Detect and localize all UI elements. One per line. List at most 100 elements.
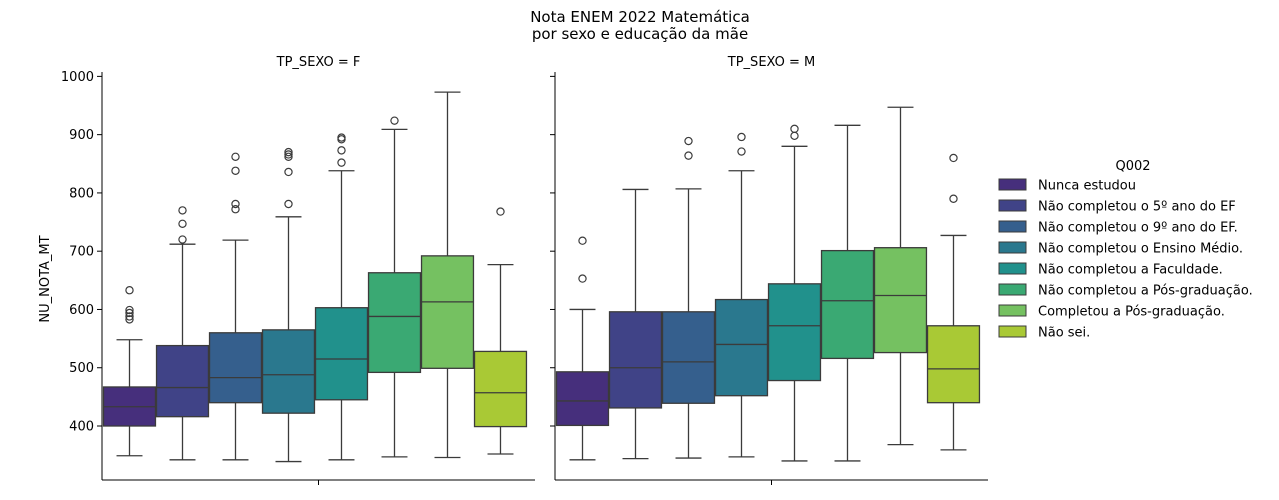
outlier-point (496, 207, 505, 216)
outlier-point (949, 153, 958, 163)
outlier-point (178, 206, 187, 215)
box-iqr (208, 332, 263, 404)
legend-label: Não completou o Ensino Médio. (1038, 242, 1243, 257)
legend-swatch (998, 178, 1027, 191)
outlier-point (178, 219, 187, 229)
panel-m: TP_SEXO = M (550, 55, 988, 485)
box-3 (208, 152, 263, 461)
panel-title: TP_SEXO = M (727, 55, 815, 70)
y-axis-label: NU_NOTA_MT (38, 235, 53, 322)
box-iqr (926, 325, 981, 404)
outlier-point (284, 199, 293, 209)
outlier-point (578, 236, 587, 245)
legend-swatch (998, 220, 1027, 233)
y-tick-label: 900 (69, 128, 94, 143)
outlier-point (684, 151, 693, 160)
legend-item: Não completou o 5º ano do EF (998, 199, 1236, 215)
outlier-point (737, 132, 746, 142)
legend-label: Nunca estudou (1038, 179, 1136, 194)
outlier-point (337, 133, 346, 142)
figure-title-line1: Nota ENEM 2022 Matemática (530, 8, 750, 26)
box-1 (555, 236, 610, 461)
y-tick-label: 800 (69, 186, 94, 201)
legend-title: Q002 (1115, 159, 1150, 174)
legend-item: Não completou a Pós-graduação. (998, 283, 1253, 299)
outlier-point (578, 274, 587, 283)
panel-title: TP_SEXO = F (276, 55, 361, 70)
box-iqr (714, 298, 769, 397)
box-iqr (261, 329, 316, 414)
box-iqr (767, 283, 822, 382)
y-tick-label: 500 (69, 361, 94, 376)
outlier-point (178, 235, 187, 244)
y-tick-label: 600 (69, 303, 94, 318)
box-iqr (873, 247, 928, 354)
legend: Q002 Nunca estudou Não completou o 5º ano … (998, 159, 1253, 341)
legend-label: Não completou a Faculdade. (1038, 263, 1223, 278)
box-8 (473, 207, 528, 455)
box-iqr (608, 311, 663, 409)
box-7 (420, 91, 475, 459)
outlier-point (231, 166, 240, 175)
y-tick-label: 1000 (61, 70, 94, 85)
box-6 (367, 116, 422, 458)
box-4 (714, 132, 769, 458)
box-2 (608, 188, 663, 460)
outlier-point (790, 124, 799, 134)
legend-swatch (998, 325, 1027, 338)
y-tick-label: 700 (69, 245, 94, 260)
box-iqr (314, 307, 369, 401)
legend-item: Nunca estudou (998, 178, 1136, 194)
outlier-point (125, 315, 134, 324)
outlier-point (231, 152, 240, 161)
legend-label: Não completou o 9º ano do EF. (1038, 221, 1238, 236)
outlier-point (949, 194, 958, 203)
box-iqr (473, 350, 528, 428)
box-1 (102, 286, 157, 457)
outlier-point (125, 286, 134, 295)
box-3 (661, 136, 716, 459)
outlier-point (284, 167, 293, 177)
outlier-point (390, 116, 399, 125)
outlier-point (125, 312, 134, 321)
outlier-point (790, 131, 799, 141)
box-iqr (555, 371, 610, 427)
legend-label: Não completou a Pós-graduação. (1038, 284, 1253, 299)
legend-swatch (998, 304, 1027, 317)
box-iqr (820, 249, 875, 360)
outlier-point (337, 158, 346, 167)
outlier-point (284, 147, 293, 157)
outlier-point (125, 308, 134, 318)
y-tick-label: 400 (69, 420, 94, 435)
legend-swatch (998, 262, 1027, 275)
outlier-point (284, 150, 293, 159)
outlier-point (337, 146, 346, 155)
outlier-point (231, 205, 240, 214)
outlier-point (125, 305, 134, 315)
box-4 (261, 147, 316, 463)
box-iqr (367, 272, 422, 374)
outlier-point (284, 152, 293, 161)
box-2 (155, 206, 210, 461)
legend-item: Não completou o 9º ano do EF. (998, 220, 1238, 236)
box-5 (314, 133, 369, 461)
box-iqr (420, 255, 475, 369)
outlier-point (231, 199, 240, 209)
legend-item: Não completou a Faculdade. (998, 262, 1223, 278)
panel-f: TP_SEXO = F 400 500 600 700 800 900 1000 (61, 55, 535, 485)
box-iqr (155, 344, 210, 418)
legend-swatch (998, 241, 1027, 254)
outlier-point (684, 136, 693, 146)
legend-item: Não sei. (998, 325, 1090, 341)
legend-item: Não completou o Ensino Médio. (998, 241, 1243, 257)
legend-item: Completou a Pós-graduação. (998, 304, 1225, 320)
outlier-point (737, 147, 746, 156)
box-6 (820, 124, 875, 462)
box-7 (873, 106, 928, 446)
legend-label: Não completou o 5º ano do EF (1038, 200, 1236, 215)
box-8 (926, 153, 981, 451)
panels: TP_SEXO = F4005006007008009001000TP_SEXO… (38, 55, 988, 485)
legend-swatch (998, 283, 1027, 296)
legend-swatch (998, 199, 1027, 212)
